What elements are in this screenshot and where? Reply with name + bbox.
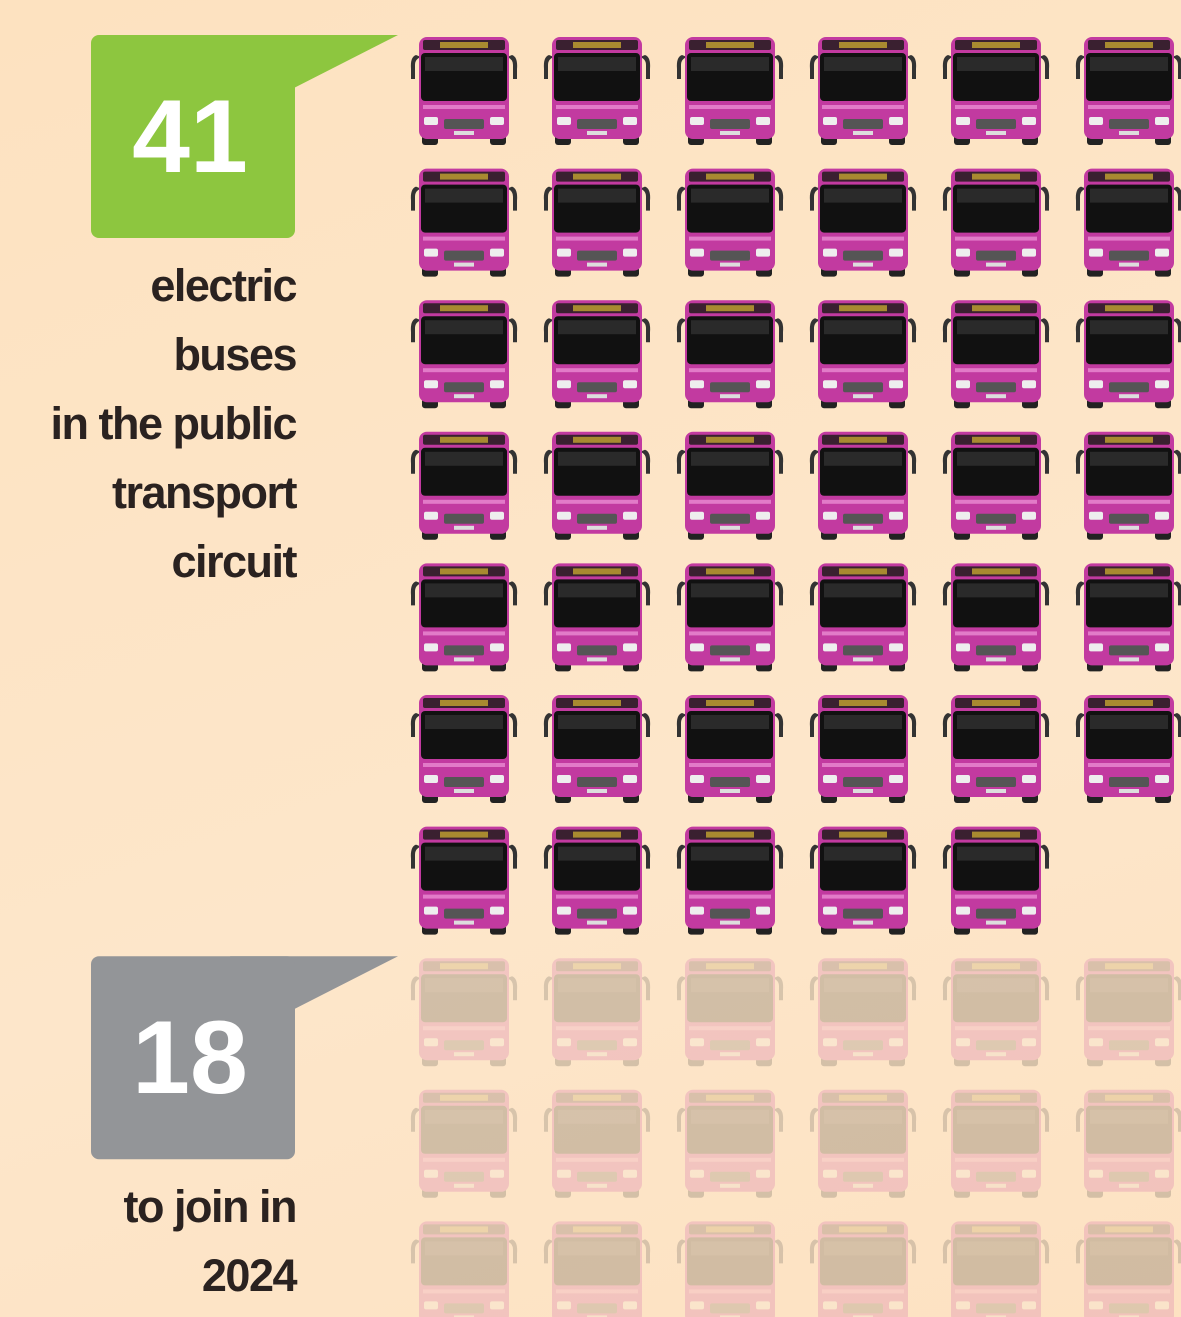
bus-icon bbox=[544, 300, 650, 408]
bus-icon bbox=[1076, 37, 1181, 145]
callout-label: to join in bbox=[124, 1181, 296, 1232]
bus-icon bbox=[810, 169, 916, 277]
bus-icon bbox=[677, 563, 783, 671]
bus-icon bbox=[544, 169, 650, 277]
bus-icon bbox=[1076, 1221, 1181, 1317]
bus-icon bbox=[677, 1090, 783, 1198]
bus-icon bbox=[1076, 169, 1181, 277]
bus-icon bbox=[544, 563, 650, 671]
bus-icon bbox=[544, 827, 650, 935]
bus-icon bbox=[1076, 563, 1181, 671]
bus-icon bbox=[677, 37, 783, 145]
bus-icon bbox=[411, 37, 517, 145]
bus-icon bbox=[810, 300, 916, 408]
bus-icon bbox=[411, 300, 517, 408]
bus-icon bbox=[411, 827, 517, 935]
bus-icon bbox=[544, 958, 650, 1066]
bus-icon bbox=[943, 1221, 1049, 1317]
bus-icon bbox=[677, 695, 783, 803]
bus-icon bbox=[1076, 432, 1181, 540]
bus-icon bbox=[544, 37, 650, 145]
bus-icon bbox=[943, 1090, 1049, 1198]
bus-icon bbox=[943, 958, 1049, 1066]
bus-icon bbox=[943, 37, 1049, 145]
bus-icon bbox=[544, 432, 650, 540]
bus-icon bbox=[677, 958, 783, 1066]
bus-icon bbox=[677, 1221, 783, 1317]
bus-icon bbox=[411, 1090, 517, 1198]
bus-icon bbox=[943, 563, 1049, 671]
bus-icon bbox=[810, 1090, 916, 1198]
bus-icon bbox=[943, 300, 1049, 408]
bus-icon bbox=[1076, 958, 1181, 1066]
callout-label: in the public bbox=[51, 398, 297, 449]
bus-icon bbox=[943, 827, 1049, 935]
callout-label: transport bbox=[112, 467, 298, 518]
callout-number: 18 bbox=[132, 1000, 248, 1116]
bus-icon bbox=[544, 1090, 650, 1198]
bus-icon bbox=[544, 1221, 650, 1317]
callout-label: 2024 bbox=[202, 1250, 298, 1301]
bus-icon bbox=[810, 37, 916, 145]
page: 41 electric buses in the public transport cir… bbox=[0, 0, 1181, 1317]
callout-label: electric bbox=[150, 260, 296, 311]
callout-label: buses bbox=[173, 329, 296, 380]
callout-number: 41 bbox=[132, 79, 248, 195]
bus-icon bbox=[411, 958, 517, 1066]
bus-icon bbox=[544, 695, 650, 803]
bus-icon bbox=[810, 958, 916, 1066]
bus-icon bbox=[677, 827, 783, 935]
bus-icon bbox=[810, 1221, 916, 1317]
bus-icon bbox=[810, 563, 916, 671]
bus-icon bbox=[810, 432, 916, 540]
bus-icon bbox=[1076, 1090, 1181, 1198]
bus-icon bbox=[1076, 695, 1181, 803]
bus-icon bbox=[677, 300, 783, 408]
bus-icon bbox=[1076, 300, 1181, 408]
bus-icon bbox=[411, 169, 517, 277]
bus-icon bbox=[810, 695, 916, 803]
bus-icon bbox=[411, 1221, 517, 1317]
bus-icon bbox=[411, 563, 517, 671]
bus-icon bbox=[677, 432, 783, 540]
bus-icon bbox=[943, 695, 1049, 803]
bus-icon bbox=[411, 695, 517, 803]
bus-icon bbox=[810, 827, 916, 935]
chart: 41 electric buses in the public transport cir… bbox=[0, 0, 1181, 1317]
bus-icon bbox=[677, 169, 783, 277]
bus-icon bbox=[411, 432, 517, 540]
bus-icon bbox=[943, 432, 1049, 540]
bus-icon bbox=[943, 169, 1049, 277]
callout-label: circuit bbox=[171, 536, 297, 587]
